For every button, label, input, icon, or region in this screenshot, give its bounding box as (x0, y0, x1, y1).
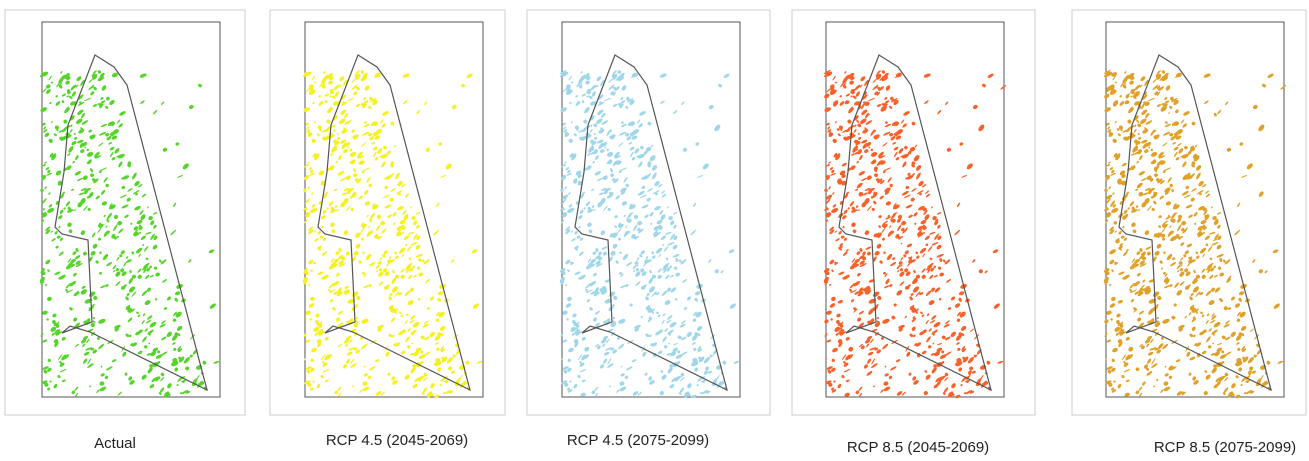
map-panel: RCP 4.5 (2045-2069) (270, 10, 505, 449)
map-panel: Actual (5, 10, 245, 452)
figure: Actual RCP 4.5 (2045-2069) RCP 4.5 (2075-2… (0, 0, 1309, 461)
panel-label: RCP 4.5 (2045-2069) (326, 432, 468, 449)
map-panel: RCP 8.5 (2075-2099) (1072, 10, 1306, 456)
panel-label: Actual (94, 435, 136, 452)
panel-label: RCP 4.5 (2075-2099) (567, 432, 709, 449)
map-panel: RCP 8.5 (2045-2069) (792, 10, 1035, 456)
map-panel: RCP 4.5 (2075-2099) (527, 10, 770, 449)
panel-frame (527, 10, 770, 415)
page: Actual RCP 4.5 (2045-2069) RCP 4.5 (2075-2… (0, 0, 1309, 461)
panel-label: RCP 8.5 (2045-2069) (847, 439, 989, 456)
panel-label: RCP 8.5 (2075-2099) (1154, 439, 1296, 456)
